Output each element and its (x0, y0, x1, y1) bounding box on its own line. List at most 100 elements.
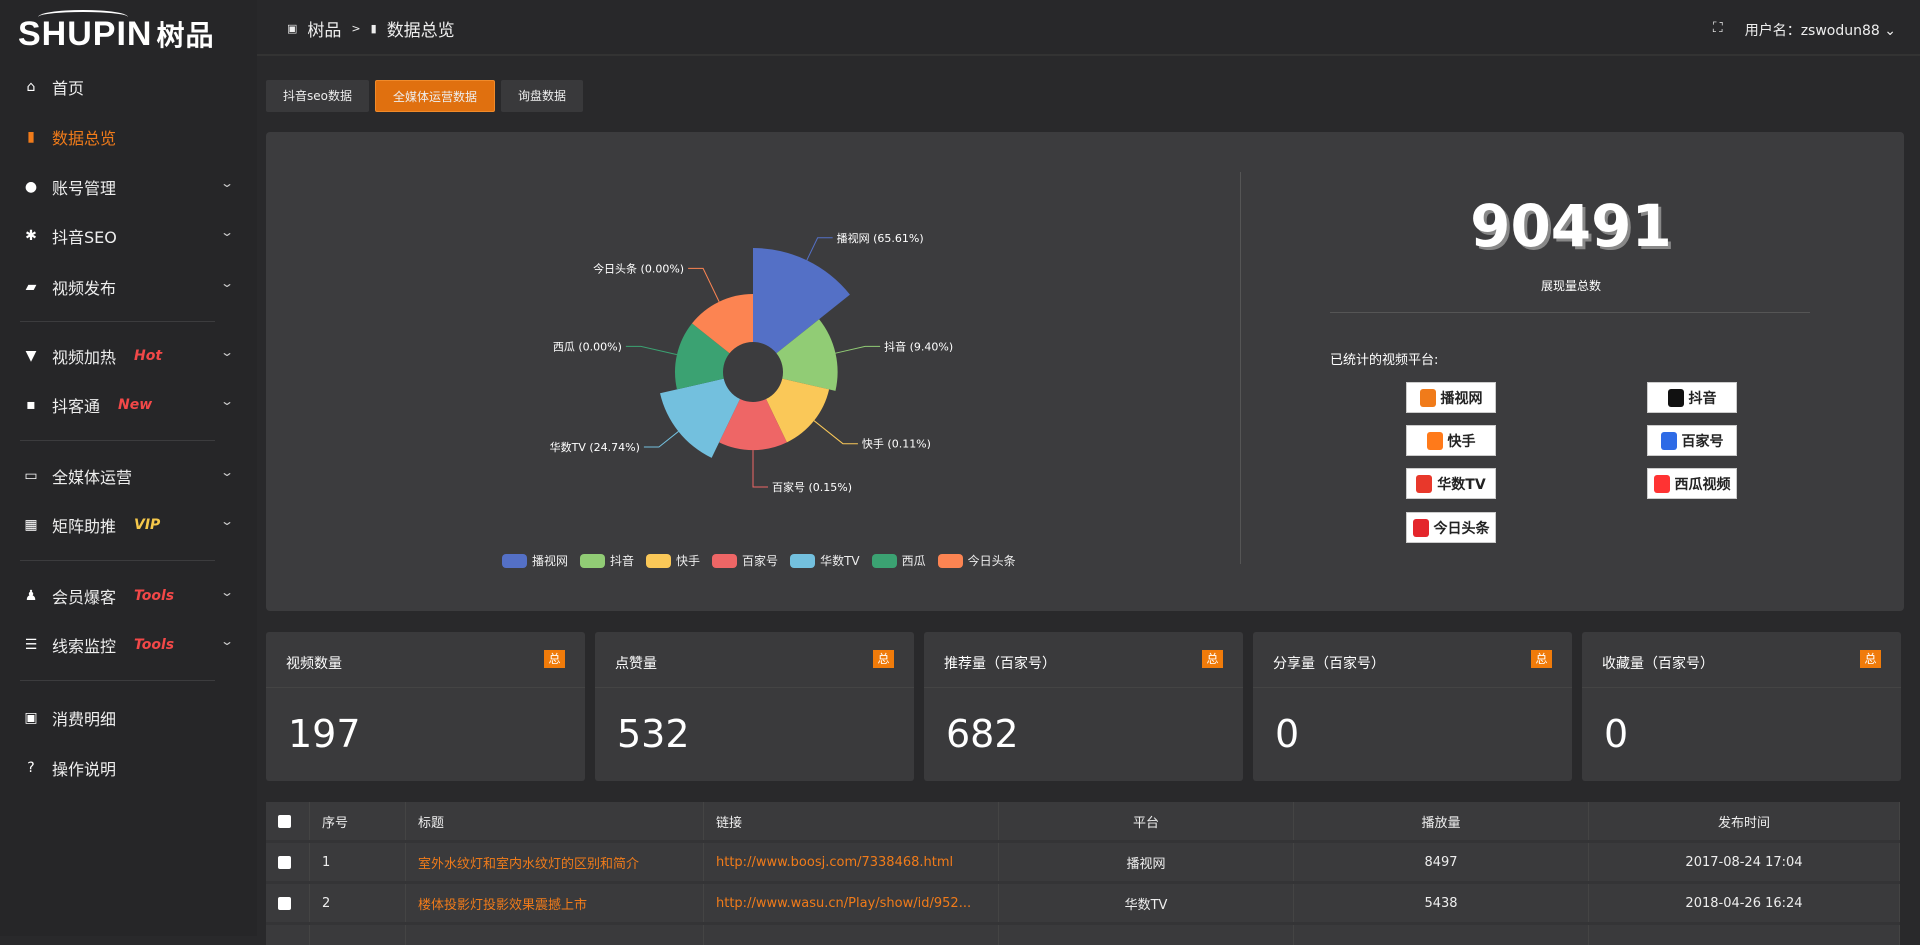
legend-label: 华数TV (820, 554, 860, 568)
label-line (806, 237, 833, 261)
breadcrumb-current: 数据总览 (386, 21, 455, 41)
platform-logo-icon (1667, 388, 1684, 407)
chevron-down-icon: ⌄ (219, 394, 235, 408)
col-publish-time: 发布时间 (1589, 802, 1900, 840)
sidebar-item[interactable]: ⌂ 首页 (22, 72, 232, 102)
sidebar-item[interactable]: ▼ 视频加热 Hot ⌄ (22, 341, 235, 371)
tab-inquiry[interactable]: 询盘数据 (501, 80, 584, 112)
stat-card: 分享量（百家号） 总 0 (1253, 632, 1572, 781)
sidebar-item-label: 会员爆客 (52, 588, 117, 607)
legend-swatch (712, 553, 738, 568)
sidebar-item-label: 消费明细 (52, 710, 117, 729)
bar-chart-icon: ▮ (27, 129, 35, 145)
row-url-link[interactable]: http://www.boosj.com/7338468.html (704, 843, 999, 881)
row-index: 2 (310, 884, 406, 922)
sidebar-item-tag: New (118, 397, 153, 413)
sidebar-item[interactable]: ▭ 全媒体运营 ⌄ (22, 461, 235, 491)
sidebar-item-tag: Tools (134, 637, 175, 653)
sidebar-item-label: 视频发布 (52, 279, 117, 298)
tab-douyin-seo[interactable]: 抖音seo数据 (266, 80, 369, 112)
sidebar-item[interactable]: ▦ 矩阵助推 VIP ⌄ (22, 510, 235, 540)
header: ▣ 树品 > ▮ 数据总览 ⛶ 用户名：zswodun88 ⌄ (257, 0, 1920, 56)
label-line (643, 431, 679, 448)
stat-value: 0 (1604, 712, 1629, 756)
home-icon: ⌂ (26, 79, 36, 95)
sidebar-item-label: 首页 (52, 79, 85, 98)
row-plays: 5438 (1294, 884, 1589, 922)
table-row-partial (266, 925, 1900, 945)
stat-title: 收藏量（百家号） (1602, 656, 1714, 672)
overview-panel: 播视网 (65.61%) 抖音 (9.40%) 快手 (0.11%) 百家号 (0.1… (266, 132, 1904, 611)
divider (1240, 172, 1241, 564)
row-checkbox[interactable] (278, 896, 291, 910)
row-url-link[interactable]: http://www.wasu.cn/Play/show/id/952... (704, 884, 999, 922)
legend-item[interactable]: 今日头条 (937, 552, 1016, 569)
divider (1330, 312, 1810, 313)
legend-item[interactable]: 华数TV (790, 552, 860, 569)
chevron-down-icon: ⌄ (219, 345, 235, 359)
stat-value: 682 (946, 712, 1019, 756)
pie-slice[interactable] (660, 378, 740, 458)
brand-logo[interactable]: SHUPIN 树品 (18, 10, 215, 54)
sidebar-item[interactable]: ♟ 会员爆客 Tools ⌄ (22, 581, 234, 611)
stat-title: 视频数量 (286, 656, 342, 672)
stat-card: 视频数量 总 197 (266, 632, 585, 781)
slice-label: 今日头条 (0.00%) (593, 261, 684, 275)
legend-item[interactable]: 抖音 (580, 552, 634, 569)
legend-item[interactable]: 快手 (646, 552, 700, 569)
row-checkbox[interactable] (278, 855, 291, 869)
select-all-checkbox[interactable] (278, 814, 291, 828)
sidebar-item-label: 矩阵助推 (52, 517, 117, 536)
platform-logo-text: 百家号 (1681, 433, 1724, 450)
sidebar-item[interactable]: ✱ 抖音SEO ⌄ (22, 221, 234, 251)
chevron-down-icon: ⌄ (219, 176, 235, 190)
sliders-icon: ☰ (24, 637, 38, 653)
help-icon: ? (27, 760, 35, 776)
user-menu[interactable]: 用户名：zswodun88 ⌄ (1745, 20, 1896, 40)
chevron-down-icon: ⌄ (219, 465, 235, 479)
sidebar-item[interactable]: ▪ 抖客通 New ⌄ (22, 390, 235, 420)
platform-logo-text: 西瓜视频 (1674, 476, 1731, 493)
platform-logo-text: 快手 (1447, 433, 1476, 450)
rose-pie-chart: 播视网 (65.61%) 抖音 (9.40%) 快手 (0.11%) 百家号 (0.1… (550, 231, 954, 494)
sidebar-item[interactable]: ● 账号管理 ⌄ (22, 172, 235, 202)
col-link: 链接 (704, 802, 999, 840)
monitor-icon: ▭ (24, 468, 38, 484)
user-icon: ● (24, 179, 38, 195)
breadcrumb-home[interactable]: 树品 (307, 21, 342, 41)
platform-logo-icon (1419, 388, 1436, 407)
pie-slice[interactable] (675, 323, 730, 390)
pie-slice[interactable] (776, 319, 838, 391)
sidebar-item[interactable]: ▣ 消费明细 (22, 703, 232, 733)
platform-logo-icon (1660, 431, 1677, 450)
tab-all-media[interactable]: 全媒体运营数据 (375, 80, 496, 112)
pie-slice[interactable] (692, 294, 753, 354)
col-title: 标题 (406, 802, 704, 840)
platform-logo-text: 今日头条 (1433, 520, 1490, 537)
stat-title: 分享量（百家号） (1273, 656, 1385, 672)
label-line (835, 345, 881, 354)
table-row: 1 室外水纹灯和室内水纹灯的区别和简介 http://www.boosj.com… (266, 843, 1900, 884)
legend-item[interactable]: 西瓜 (871, 552, 926, 569)
pie-slice[interactable] (719, 399, 787, 451)
chevron-down-icon: ⌄ (219, 514, 235, 528)
logo-cn: 树品 (156, 20, 215, 51)
sidebar-item[interactable]: ▰ 视频发布 ⌄ (22, 272, 234, 302)
legend-item[interactable]: 播视网 (502, 552, 568, 569)
row-title-link[interactable]: 室外水纹灯和室内水纹灯的区别和简介 (406, 843, 704, 881)
legend-item[interactable]: 百家号 (712, 552, 778, 569)
stat-badge: 总 (1860, 650, 1881, 668)
member-icon: ♟ (24, 588, 38, 604)
row-title-link[interactable]: 楼体投影灯投影效果震撼上市 (406, 884, 704, 922)
slice-label: 华数TV (24.74%) (550, 440, 640, 454)
stat-title: 点赞量 (615, 656, 657, 672)
sidebar-item[interactable]: ? 操作说明 (22, 753, 232, 783)
pie-slice[interactable] (766, 378, 830, 443)
sidebar-item[interactable]: ☰ 线索监控 Tools ⌄ (22, 630, 234, 660)
stat-value: 0 (1275, 712, 1300, 756)
platform-logo: 百家号 (1647, 425, 1737, 456)
sidebar-item[interactable]: ▮ 数据总览 (22, 122, 232, 152)
pie-slice[interactable] (753, 248, 850, 354)
fullscreen-icon[interactable]: ⛶ (1712, 20, 1723, 36)
divider (20, 440, 215, 441)
